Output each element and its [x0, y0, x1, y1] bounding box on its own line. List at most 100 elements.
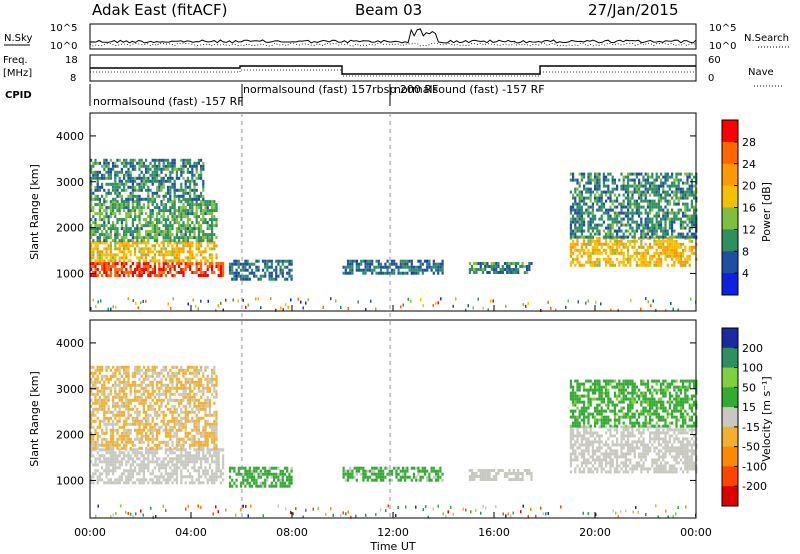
heatmap-cell: [649, 254, 652, 258]
heatmap-cell: [142, 466, 145, 470]
heatmap-cell: [156, 410, 159, 414]
heatmap-cell: [151, 389, 154, 393]
heatmap-cell: [96, 250, 99, 254]
cpid-panel: normalsound (fast) -157 RF normalsound (…: [89, 83, 545, 108]
heatmap-cell: [158, 398, 161, 402]
heatmap-cell: [410, 265, 413, 269]
heatmap-cell: [173, 247, 176, 251]
heatmap-cell: [624, 245, 627, 249]
nsearch-label: N.Search: [744, 33, 789, 44]
heatmap-cell: [164, 227, 167, 231]
heatmap-cell: [173, 404, 176, 408]
heatmap-cell: [127, 398, 130, 402]
heatmap-cell: [96, 244, 99, 248]
heatmap-cell: [114, 440, 117, 444]
heatmap-cell: [587, 214, 590, 218]
heatmap-cell: [140, 380, 143, 384]
heatmap-cell: [281, 481, 284, 485]
heatmap-cell: [580, 232, 583, 236]
heatmap-cell: [213, 389, 216, 393]
heatmap-cell: [136, 451, 139, 455]
heatmap-cell: [195, 259, 198, 263]
heatmap-cell: [149, 230, 152, 234]
heatmap-cell: [107, 244, 110, 248]
heatmap-cell: [211, 380, 214, 384]
heatmap-cell: [129, 457, 132, 461]
heatmap-cell: [123, 437, 126, 441]
heatmap-cell: [92, 298, 94, 302]
heatmap-cell: [657, 175, 660, 179]
heatmap-cell: [180, 185, 183, 189]
heatmap-cell: [197, 176, 200, 180]
heatmap-cell: [149, 401, 152, 405]
heatmap-cell: [180, 401, 183, 405]
heatmap-cell: [655, 257, 658, 261]
heatmap-cell: [346, 469, 350, 473]
heatmap-cell: [688, 184, 691, 188]
heatmap-cell: [169, 209, 172, 213]
heatmap-cell: [528, 268, 531, 271]
heatmap-cell: [275, 475, 278, 479]
heatmap-cell: [264, 466, 267, 470]
heatmap-cell: [140, 422, 143, 426]
heatmap-cell: [127, 230, 130, 234]
heatmap-cell: [270, 466, 273, 470]
heatmap-cell: [602, 242, 605, 246]
heatmap-cell: [92, 176, 95, 180]
heatmap-cell: [506, 268, 509, 271]
heatmap-cell: [92, 472, 95, 476]
heatmap-cell: [368, 265, 372, 269]
heatmap-cell: [142, 475, 145, 479]
heatmap-cell: [114, 460, 117, 464]
heatmap-cell: [344, 268, 347, 272]
heatmap-cell: [250, 262, 254, 266]
heatmap-cell: [368, 475, 372, 479]
heatmap-cell: [600, 196, 603, 200]
heatmap-cell: [362, 472, 365, 476]
heatmap-cell: [92, 250, 95, 254]
heatmap-cell: [105, 377, 108, 381]
heatmap-cell: [602, 181, 605, 185]
noise-sky-line: [89, 28, 697, 44]
heatmap-cell: [202, 389, 205, 393]
heatmap-cell: [200, 440, 203, 444]
heatmap-cell: [131, 206, 134, 210]
heatmap-cell: [622, 187, 625, 191]
heatmap-cell: [268, 271, 271, 275]
heatmap-cell: [288, 475, 291, 479]
heatmap-cell: [140, 241, 143, 245]
cpid-text-2: normalsound (fast) 157rbsp 200 RF: [243, 83, 438, 96]
heatmap-cell: [127, 297, 129, 301]
heatmap-cell: [105, 164, 108, 168]
heatmap-cell: [140, 460, 143, 464]
heatmap-cell: [600, 242, 603, 246]
heatmap-cell: [576, 178, 579, 182]
heatmap-cell: [182, 244, 185, 248]
heatmap-cell: [142, 164, 145, 168]
heatmap-cell: [118, 244, 121, 248]
heatmap-cell: [120, 386, 123, 390]
heatmap-cell: [171, 265, 174, 268]
heatmap-cell: [578, 214, 581, 218]
heatmap-cell: [644, 223, 647, 227]
heatmap-cell: [215, 410, 218, 414]
heatmap-cell: [664, 181, 667, 185]
heatmap-cell: [362, 268, 365, 272]
heatmap-cell: [202, 454, 205, 458]
heatmap-cell: [208, 236, 211, 240]
heatmap-cell: [666, 245, 669, 249]
heatmap-cell: [242, 478, 245, 482]
heatmap-cell: [594, 226, 597, 230]
cpid-text-3: normalsound (fast) -157 RF: [394, 83, 545, 96]
heatmap-cell: [206, 200, 209, 204]
heatmap-cell: [171, 164, 174, 168]
heatmap-cell: [204, 250, 207, 254]
heatmap-cell: [675, 242, 678, 246]
heatmap-cell: [138, 161, 141, 165]
heatmap-cell: [399, 259, 402, 263]
heatmap-cell: [191, 434, 194, 438]
heatmap-cell: [660, 239, 663, 243]
heatmap-cell: [364, 268, 367, 272]
heatmap-cell: [123, 188, 126, 192]
heatmap-cell: [266, 268, 269, 272]
